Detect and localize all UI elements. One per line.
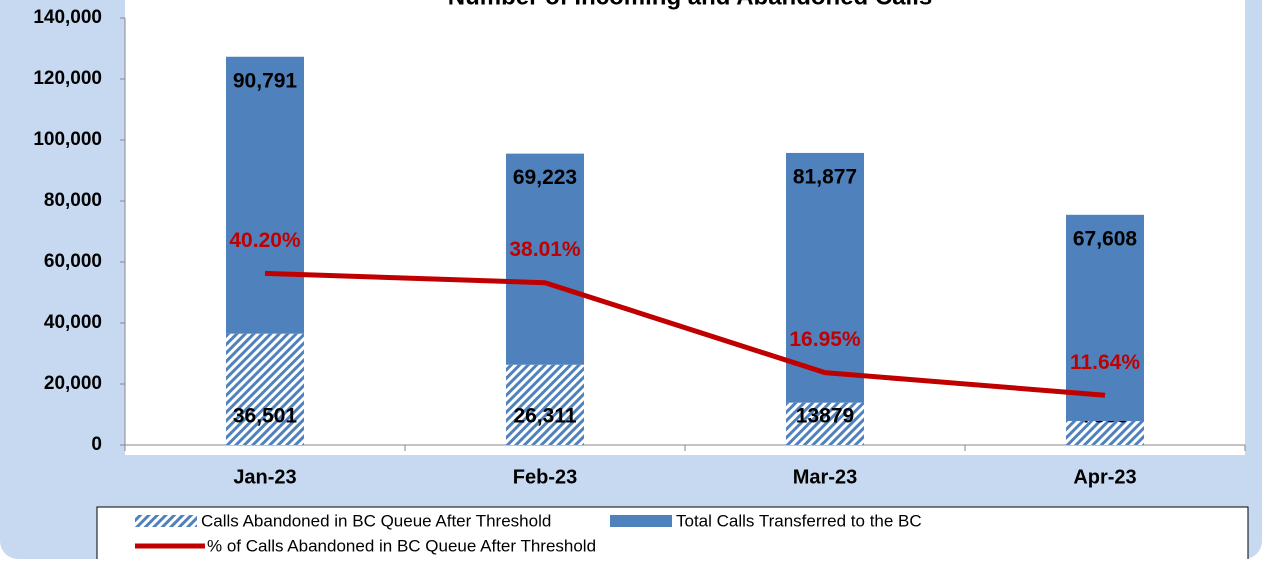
legend-swatch [135,515,197,527]
plot-area [125,0,1245,455]
chart-title: Number of Incoming and Abandoned Calls [448,0,932,10]
data-label: 81,877 [793,165,857,188]
y-tick-label: 0 [91,434,102,455]
data-label: 13879 [796,405,854,428]
bar-segment [506,364,584,445]
data-label: 69,223 [513,166,577,189]
data-label: 26,311 [513,405,576,428]
y-tick-label: 100,000 [33,129,102,150]
data-label: 36,501 [233,405,298,428]
data-label: 16.95% [789,328,861,351]
bar-segment [226,56,304,334]
y-tick-label: 60,000 [44,251,102,272]
legend-label: % of Calls Abandoned in BC Queue After T… [207,536,596,555]
data-label: 38.01% [509,238,581,261]
legend [96,506,1249,564]
bar-segment [1066,214,1144,422]
data-label: 40.20% [229,229,301,252]
legend-label: Total Calls Transferred to the BC [676,511,922,530]
data-label: 67,608 [1073,227,1138,250]
x-tick-label: Jan-23 [233,466,296,488]
y-tick-label: 40,000 [44,312,102,333]
legend-label: Calls Abandoned in BC Queue After Thresh… [201,511,551,530]
bar-segment [786,402,864,445]
legend-swatch [610,515,672,527]
data-label: 11.64% [1070,351,1140,374]
y-tick-label: 120,000 [33,68,102,89]
line-series [264,270,1106,398]
bar-segment [226,333,304,445]
y-tick-label: 20,000 [44,373,102,394]
bar-segment [1066,421,1144,445]
x-tick-label: Apr-23 [1073,466,1136,488]
data-label: 90,791 [233,69,298,92]
y-tick-label: 80,000 [44,190,102,211]
x-tick-label: Mar-23 [793,466,857,488]
bar-segment [506,153,584,365]
y-tick-label: 140,000 [33,7,102,28]
x-tick-label: Feb-23 [513,466,577,488]
bar-segment [786,152,864,403]
